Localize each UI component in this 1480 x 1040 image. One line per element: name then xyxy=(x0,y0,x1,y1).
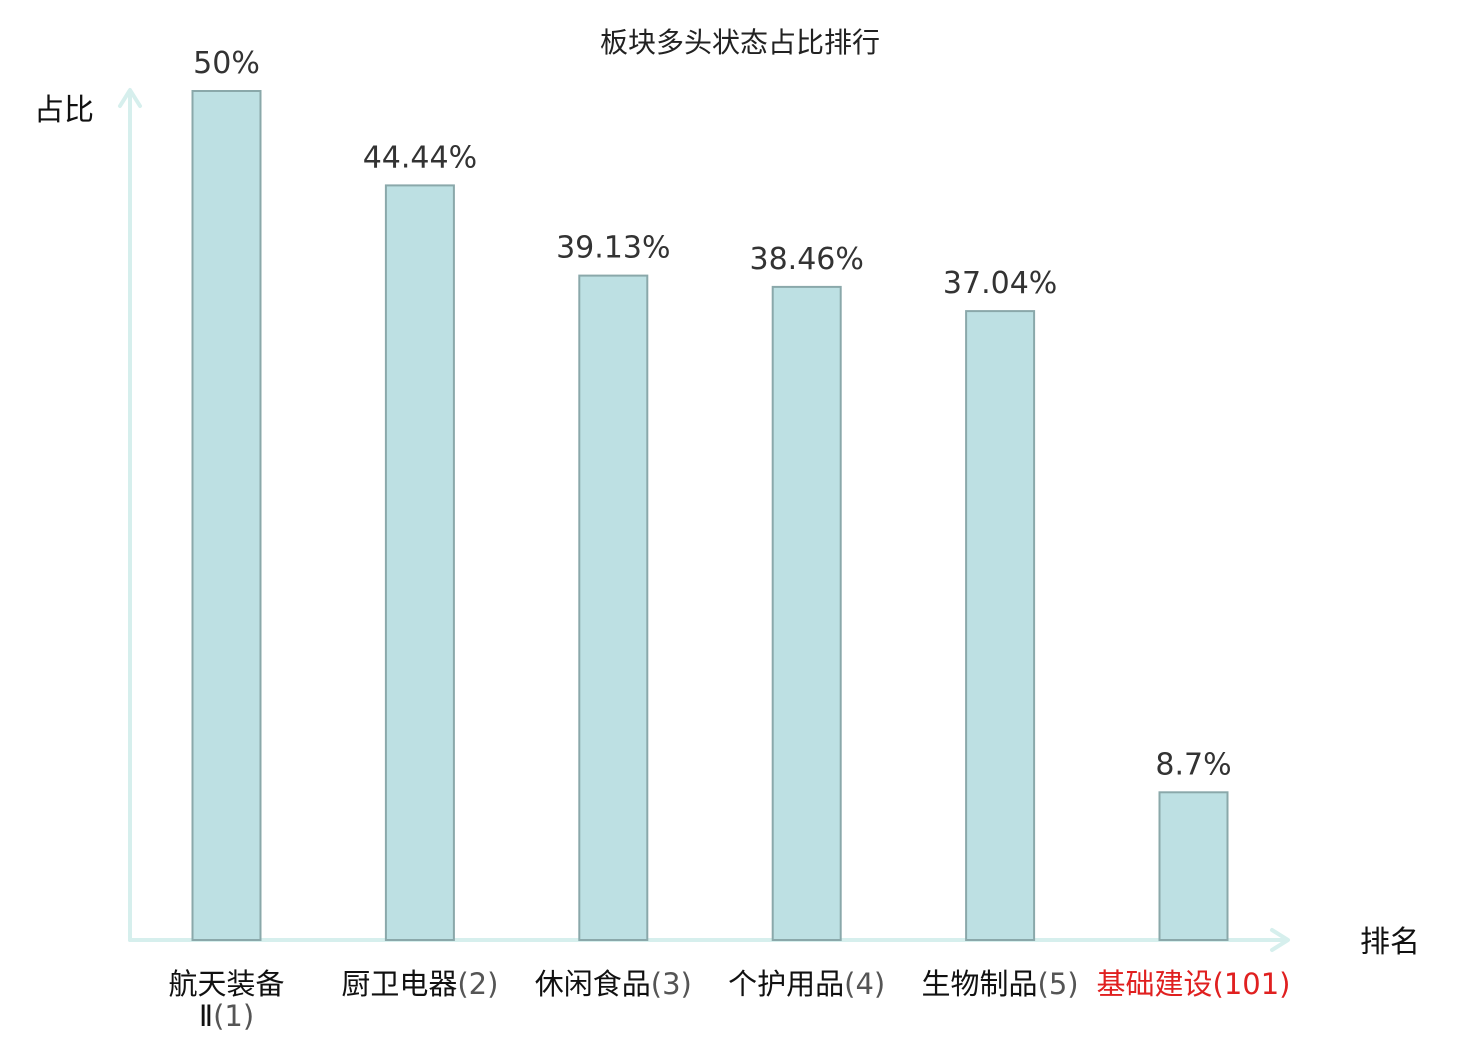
category-rank: (2) xyxy=(457,967,498,1001)
category-name-line: Ⅱ xyxy=(199,999,213,1033)
bar-3 xyxy=(578,274,649,942)
category-label-6: 基础建设(101) xyxy=(1097,967,1291,1001)
category-name-line: 生物制品 xyxy=(922,967,1038,1001)
value-label-4: 38.46% xyxy=(750,242,864,277)
y-axis-label: 占比 xyxy=(34,93,94,128)
y-axis-arrow xyxy=(118,88,142,108)
bar-2 xyxy=(384,184,455,941)
category-rank: (101) xyxy=(1213,967,1291,1001)
value-label-1: 50% xyxy=(193,46,260,81)
bar-4 xyxy=(771,285,842,941)
x-axis-arrow xyxy=(1270,928,1290,952)
value-label-6: 8.7% xyxy=(1155,747,1231,782)
category-label-5: 生物制品(5) xyxy=(922,967,1079,1001)
bars xyxy=(191,90,1229,942)
category-name-line: 基础建设 xyxy=(1097,967,1213,1001)
value-label-2: 44.44% xyxy=(363,140,477,175)
bar-6 xyxy=(1158,791,1229,941)
category-label-1: 航天装备 Ⅱ(1) xyxy=(168,967,284,1033)
category-label-4: 个护用品(4) xyxy=(728,967,885,1001)
category-labels: 航天装备 Ⅱ(1) 厨卫电器(2) 休闲食品(3) 个护用品(4) 生物制品(5) 基础建设… xyxy=(168,967,1290,1033)
category-rank: (4) xyxy=(844,967,885,1001)
category-name-line: 厨卫电器 xyxy=(341,967,457,1001)
axes xyxy=(118,88,1290,952)
bar-5 xyxy=(965,310,1036,942)
x-axis-label: 排名 xyxy=(1360,925,1420,960)
category-name-line: 航天装备 xyxy=(168,967,284,1001)
value-label-3: 39.13% xyxy=(556,231,670,266)
value-label-5: 37.04% xyxy=(943,266,1057,301)
value-labels: 50% 44.44% 39.13% 38.46% 37.04% 8.7% xyxy=(193,46,1231,782)
category-rank: (3) xyxy=(651,967,692,1001)
category-name-line: 休闲食品 xyxy=(535,967,651,1001)
category-rank: (5) xyxy=(1038,967,1079,1001)
category-name-line: 个护用品 xyxy=(728,967,844,1001)
category-label-3: 休闲食品(3) xyxy=(535,967,692,1001)
category-rank: (1) xyxy=(213,999,254,1033)
bar-1 xyxy=(191,90,262,941)
category-label-2: 厨卫电器(2) xyxy=(341,967,498,1001)
chart-title: 板块多头状态占比排行 xyxy=(600,26,880,59)
